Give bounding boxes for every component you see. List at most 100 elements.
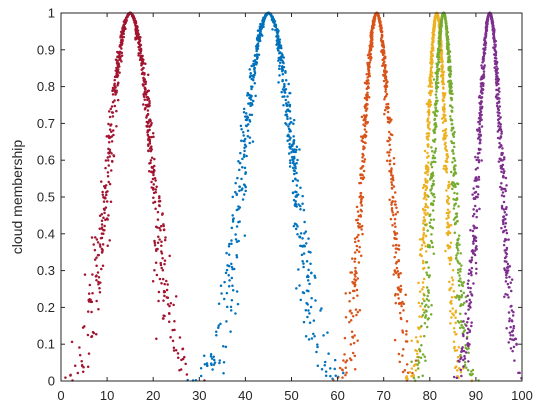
data-point	[333, 358, 337, 362]
data-point	[420, 343, 423, 347]
data-point	[99, 237, 103, 240]
data-point	[478, 207, 481, 211]
data-point	[277, 81, 280, 84]
data-point	[432, 218, 436, 221]
data-point	[160, 244, 163, 248]
data-point	[443, 135, 446, 139]
data-point	[456, 355, 460, 359]
data-point	[446, 195, 449, 198]
data-point	[217, 326, 220, 329]
data-point	[459, 368, 463, 372]
data-point	[450, 182, 453, 186]
data-point	[476, 193, 480, 196]
data-point	[203, 362, 207, 366]
data-point	[503, 295, 506, 299]
data-point	[159, 261, 162, 265]
data-point	[453, 330, 456, 334]
data-point	[394, 247, 398, 250]
data-point	[437, 53, 440, 57]
data-point	[410, 374, 413, 378]
data-point	[463, 329, 467, 332]
data-point	[93, 248, 97, 252]
data-point	[380, 50, 383, 53]
data-point	[249, 98, 253, 101]
data-point	[253, 53, 257, 57]
y-axis-title: cloud membership	[9, 140, 25, 255]
data-point	[459, 320, 463, 323]
data-point	[292, 135, 295, 138]
data-point	[453, 191, 456, 195]
data-point	[301, 194, 304, 198]
data-point	[420, 243, 424, 247]
data-point	[365, 95, 368, 99]
data-point	[424, 180, 428, 184]
data-point	[323, 360, 327, 364]
data-point	[484, 26, 488, 30]
data-point	[509, 347, 513, 350]
data-point	[421, 374, 424, 377]
data-point	[212, 355, 215, 359]
data-point	[484, 32, 488, 35]
data-point	[292, 169, 296, 172]
data-point	[353, 257, 357, 260]
data-point	[169, 336, 172, 339]
data-point	[244, 172, 247, 176]
data-point	[447, 216, 450, 219]
data-point	[468, 302, 471, 306]
data-point	[456, 241, 459, 244]
data-point	[240, 177, 243, 181]
data-point	[124, 20, 127, 24]
data-point	[501, 207, 504, 210]
data-point	[107, 164, 111, 167]
data-point	[113, 82, 116, 86]
data-point	[462, 349, 466, 353]
data-point	[469, 373, 472, 376]
data-point	[455, 349, 459, 352]
data-point	[473, 212, 476, 216]
data-point	[397, 286, 400, 289]
data-point	[497, 124, 500, 128]
data-point	[114, 58, 118, 61]
data-point	[421, 259, 425, 263]
data-point	[443, 142, 447, 146]
data-point	[494, 60, 498, 63]
data-point	[448, 60, 451, 63]
data-point	[148, 162, 151, 165]
data-point	[107, 214, 110, 217]
data-point	[185, 373, 189, 376]
data-point	[449, 65, 452, 69]
data-point	[399, 290, 402, 293]
data-point	[104, 218, 107, 222]
data-point	[294, 166, 297, 170]
data-point	[472, 240, 475, 243]
data-point	[275, 28, 279, 31]
data-point	[295, 223, 298, 226]
data-point	[360, 210, 363, 213]
data-point	[444, 169, 448, 172]
data-point	[452, 326, 456, 330]
data-point	[512, 324, 516, 328]
data-point	[425, 186, 429, 190]
data-point	[70, 340, 74, 344]
data-point	[429, 163, 433, 166]
data-point	[450, 276, 454, 279]
data-point	[152, 196, 155, 199]
data-point	[313, 274, 316, 277]
data-point	[174, 295, 178, 298]
data-point	[359, 173, 362, 176]
data-point	[493, 43, 496, 46]
data-point	[230, 242, 233, 246]
data-point	[81, 326, 85, 329]
data-point	[96, 253, 100, 257]
data-point	[380, 38, 383, 42]
data-point	[111, 93, 115, 96]
data-point	[160, 281, 163, 285]
data-point	[477, 133, 481, 136]
data-point	[431, 172, 434, 175]
data-point	[242, 111, 246, 114]
data-point	[359, 194, 363, 198]
data-point	[153, 157, 156, 161]
data-point	[433, 195, 436, 199]
data-point	[457, 359, 460, 363]
data-point	[234, 312, 237, 315]
